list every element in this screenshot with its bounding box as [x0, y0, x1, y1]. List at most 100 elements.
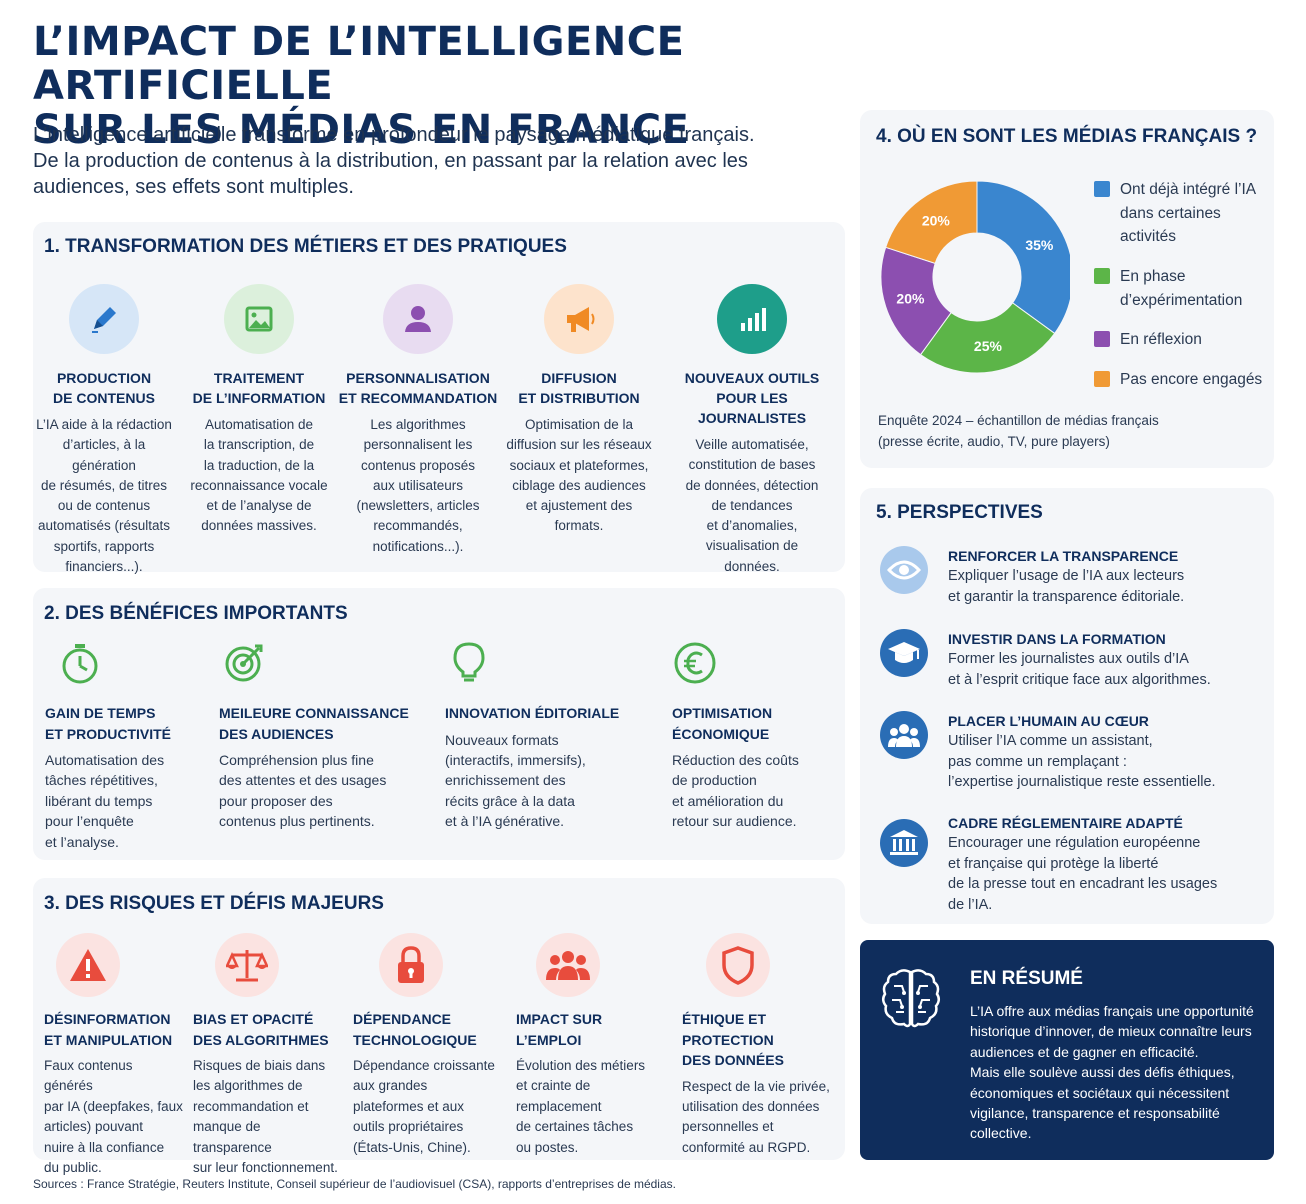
perspective-text: Utiliser l’IA comme un assistant, pas com…	[948, 733, 1216, 790]
user-icon	[383, 284, 453, 354]
section-perspectives	[860, 488, 1274, 924]
item-title: DES DONNÉES	[682, 1052, 784, 1068]
section-4-title: 4. OÙ EN SONT LES MÉDIAS FRANÇAIS ?	[876, 126, 1258, 147]
donut-value-label: 35%	[1025, 237, 1054, 253]
perspective-text: Expliquer l’usage de l’IA aux lecteurs et…	[948, 568, 1185, 605]
institution-icon	[880, 819, 928, 867]
legend-label: En réflexion	[1120, 331, 1202, 348]
item-text: Risques de biais dans les algorithmes de r…	[193, 1058, 338, 1176]
title-line-1: L’IMPACT DE L’INTELLIGENCE ARTIFICIELLE	[33, 19, 685, 109]
item-title: TECHNOLOGIQUE	[353, 1031, 477, 1048]
legend-item: En phase d’expérimentation	[1094, 265, 1242, 312]
sources-footnote: Sources : France Stratégie, Reuters Inst…	[33, 1177, 676, 1191]
item-title: OPTIMISATION	[672, 705, 773, 721]
item-title: TRAITEMENT	[213, 370, 305, 386]
page-title: L’IMPACT DE L’INTELLIGENCE ARTIFICIELLE …	[33, 20, 913, 152]
perspective-text: Encourager une régulation européenne et f…	[948, 835, 1218, 913]
item-text: Réduction des coûts de production et améli…	[672, 752, 799, 830]
section-benefits	[33, 588, 845, 860]
lightbulb-icon	[449, 640, 645, 691]
legend-swatch	[1094, 331, 1110, 347]
item-title: ET PRODUCTIVITÉ	[45, 725, 172, 742]
summary-title: EN RÉSUMÉ	[970, 968, 1083, 989]
donut-slice	[885, 180, 978, 265]
euro-icon	[672, 640, 837, 691]
transformation-item: PERSONNALISATION ET RECOMMANDATION Les al…	[338, 284, 498, 557]
item-title: ET MANIPULATION	[44, 1031, 173, 1048]
transformation-item: NOUVEAUX OUTILS POUR LES JOURNALISTES Vei…	[668, 284, 836, 577]
benefit-item: MEILEURE CONNAISSANCE DES AUDIENCES Compr…	[219, 640, 419, 832]
item-text: Faux contenus générés par IA (deepfakes, …	[44, 1058, 183, 1176]
stopwatch-icon	[59, 640, 210, 691]
lock-icon	[379, 933, 443, 997]
item-title: DÉPENDANCE	[353, 1011, 452, 1027]
item-title: ÉCONOMIQUE	[672, 725, 770, 742]
donut-slice	[919, 302, 1056, 374]
benefit-item: OPTIMISATION ÉCONOMIQUE Réduction des coû…	[672, 640, 837, 832]
item-title: MEILEURE CONNAISSANCE	[219, 705, 409, 721]
transformation-item: DIFFUSION ET DISTRIBUTION Optimisation de…	[504, 284, 654, 537]
donut-value-label: 25%	[974, 338, 1003, 354]
risk-item: DÉSINFORMATION ET MANIPULATION Faux conte…	[44, 933, 184, 1178]
item-title: ET DISTRIBUTION	[518, 390, 640, 406]
title-line-2: SUR LES MÉDIAS EN FRANCE	[33, 107, 690, 153]
item-text: L’IA aide à la rédaction d’articles, à la…	[36, 417, 172, 575]
legend-swatch	[1094, 268, 1110, 284]
section-3-title: 3. DES RISQUES ET DÉFIS MAJEURS	[44, 893, 384, 914]
people-icon	[880, 711, 928, 759]
item-title: GAIN DE TEMPS	[45, 705, 156, 721]
item-title: PRODUCTION	[56, 370, 152, 386]
survey-note: Enquête 2024 – échantillon de médias fra…	[878, 413, 1159, 449]
item-title: DES ALGORITHMES	[193, 1031, 329, 1048]
transformation-item: PRODUCTION DE CONTENUS L’IA aide à la réd…	[33, 284, 175, 577]
item-text: Veille automatisée, constitution de bases…	[685, 437, 819, 574]
legend-label: En phase	[1120, 268, 1186, 285]
summary-box: EN RÉSUMÉ L’IA offre aux médias français…	[860, 940, 1274, 1160]
benefit-item: INNOVATION ÉDITORIALE Nouveaux formats (i…	[445, 640, 645, 832]
item-text: Automatisation des tâches répétitives, lib…	[45, 752, 165, 850]
intro-text: L’intelligence artificielle transforme e…	[33, 122, 813, 200]
item-title: NOUVEAUX OUTILS	[684, 370, 820, 386]
perspective-item: INVESTIR DANS LA FORMATION Former les jo…	[880, 629, 1211, 690]
item-text: Respect de la vie privée, utilisation des…	[682, 1078, 830, 1155]
transformation-item: TRAITEMENT DE L’INFORMATION Automatisatio…	[188, 284, 330, 537]
intro-line: L’intelligence artificielle transforme e…	[33, 124, 755, 146]
item-title: INNOVATION ÉDITORIALE	[445, 705, 620, 721]
item-title: DIFFUSION	[541, 370, 617, 386]
item-title: DE L’INFORMATION	[192, 390, 326, 406]
intro-line: audiences, ses effets sont multiples.	[33, 176, 354, 198]
perspective-title: INVESTIR DANS LA FORMATION	[948, 631, 1166, 647]
item-title: ÉTHIQUE ET PROTECTION	[682, 1011, 774, 1048]
item-title: DES AUDIENCES	[219, 725, 334, 742]
donut-value-label: 20%	[922, 212, 951, 228]
legend-swatch	[1094, 181, 1110, 197]
item-title: ET RECOMMANDATION	[338, 390, 498, 406]
perspective-item: RENFORCER LA TRANSPARENCE Expliquer l’us…	[880, 546, 1184, 607]
legend-item: Pas encore engagés	[1094, 368, 1262, 392]
item-title: DE CONTENUS	[53, 390, 155, 406]
donut-chart: 35% 25% 20% 20%	[880, 180, 1070, 374]
legend-item: En réflexion	[1094, 328, 1202, 352]
perspective-title: RENFORCER LA TRANSPARENCE	[948, 548, 1179, 564]
benefit-item: GAIN DE TEMPS ET PRODUCTIVITÉ Automatisat…	[45, 640, 210, 852]
section-transformation	[33, 222, 845, 572]
eye-icon	[880, 546, 928, 594]
shield-icon	[706, 933, 770, 997]
intro-line: De la production de contenus à la distri…	[33, 150, 748, 172]
risk-item: DÉPENDANCE TECHNOLOGIQUE Dépendance crois…	[353, 933, 503, 1158]
risk-item: ÉTHIQUE ET PROTECTION DES DONNÉES Respect…	[682, 933, 842, 1158]
bar-chart-icon	[717, 284, 787, 354]
megaphone-icon	[544, 284, 614, 354]
perspective-title: CADRE RÉGLEMENTAIRE ADAPTÉ	[948, 815, 1183, 831]
risk-item: BIAS ET OPACITÉ DES ALGORITHMES Risques d…	[193, 933, 343, 1178]
section-1-title: 1. TRANSFORMATION DES MÉTIERS ET DES PRA…	[44, 236, 567, 257]
brain-icon	[880, 966, 942, 1035]
item-title: DÉSINFORMATION	[44, 1011, 171, 1027]
risk-item: IMPACT SUR L’EMPLOI Évolution des métier…	[516, 933, 666, 1158]
legend-item: Ont déjà intégré l’IA dans certaines activ…	[1094, 178, 1256, 249]
item-text: Compréhension plus fine des attentes et d…	[219, 752, 387, 830]
perspective-item: CADRE RÉGLEMENTAIRE ADAPTÉ Encourager un…	[880, 813, 1217, 915]
perspective-title: PLACER L’HUMAIN AU CŒUR	[948, 713, 1149, 729]
group-icon	[536, 933, 600, 997]
graduation-cap-icon	[880, 629, 928, 677]
